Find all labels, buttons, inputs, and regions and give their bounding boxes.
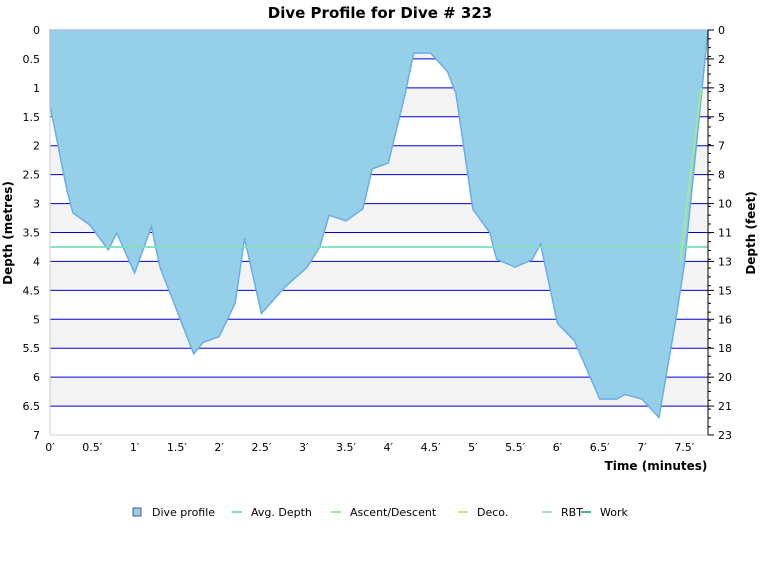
y-tick-label: 5 xyxy=(33,313,40,326)
y-tick-label: 7 xyxy=(33,429,40,442)
x-tick-label: 0.5′ xyxy=(82,441,102,454)
x-axis-label: Time (minutes) xyxy=(605,459,708,473)
y2-tick-label: 16 xyxy=(718,313,732,326)
y2-tick-label: 20 xyxy=(718,371,732,384)
y2-tick-label: 2 xyxy=(718,53,725,66)
y2-tick-label: 18 xyxy=(718,342,732,355)
x-tick-label: 4.5′ xyxy=(421,441,441,454)
y-tick-label: 5.5 xyxy=(23,342,41,355)
x-tick-label: 2′ xyxy=(214,441,224,454)
y-tick-label: 1.5 xyxy=(23,111,41,124)
x-tick-label: 2.5′ xyxy=(251,441,271,454)
y2-tick-label: 3 xyxy=(718,82,725,95)
y2-tick-label: 10 xyxy=(718,198,732,211)
ascent-descent-line xyxy=(679,87,703,262)
y-tick-label: 3 xyxy=(33,198,40,211)
legend-label: Deco. xyxy=(477,506,508,519)
y-tick-label: 0.5 xyxy=(23,53,41,66)
dive-profile-area xyxy=(49,29,709,420)
legend-label: Ascent/Descent xyxy=(350,506,437,519)
y-tick-label: 6 xyxy=(33,371,40,384)
x-tick-label: 5′ xyxy=(468,441,478,454)
y-tick-label: 0 xyxy=(33,24,40,37)
x-tick-label: 0′ xyxy=(45,441,55,454)
y2-tick-label: 15 xyxy=(718,284,732,297)
x-tick-label: 4′ xyxy=(384,441,394,454)
y-tick-label: 2.5 xyxy=(23,169,41,182)
y2-tick-label: 8 xyxy=(718,169,725,182)
y2-tick-label: 21 xyxy=(718,400,732,413)
legend-label: Work xyxy=(600,506,628,519)
y-tick-label: 2 xyxy=(33,140,40,153)
y2-tick-label: 0 xyxy=(718,24,725,37)
y2-axis-label: Depth (feet) xyxy=(744,191,758,274)
y-tick-label: 6.5 xyxy=(23,400,41,413)
x-tick-label: 1.5′ xyxy=(167,441,187,454)
y2-tick-label: 5 xyxy=(718,111,725,124)
y-tick-label: 3.5 xyxy=(23,227,41,240)
y-tick-label: 4.5 xyxy=(23,284,41,297)
x-tick-label: 3′ xyxy=(299,441,309,454)
legend-label: RBT xyxy=(561,506,583,519)
x-tick-label: 7′ xyxy=(637,441,647,454)
x-tick-label: 1′ xyxy=(130,441,140,454)
y2-tick-label: 13 xyxy=(718,255,732,268)
chart-title: Dive Profile for Dive # 323 xyxy=(268,4,492,22)
x-tick-label: 6′ xyxy=(553,441,563,454)
y2-tick-label: 11 xyxy=(718,227,732,240)
x-tick-label: 5.5′ xyxy=(505,441,525,454)
y-axis-label: Depth (metres) xyxy=(1,181,15,285)
legend-label: Avg. Depth xyxy=(251,506,312,519)
legend-label: Dive profile xyxy=(152,506,215,519)
legend-swatch xyxy=(132,507,142,517)
y2-tick-label: 7 xyxy=(718,140,725,153)
x-tick-label: 7.5′ xyxy=(674,441,694,454)
y-tick-label: 1 xyxy=(33,82,40,95)
y2-tick-label: 23 xyxy=(718,429,732,442)
x-tick-label: 3.5′ xyxy=(336,441,356,454)
x-tick-label: 6.5′ xyxy=(590,441,610,454)
y-tick-label: 4 xyxy=(33,255,40,268)
